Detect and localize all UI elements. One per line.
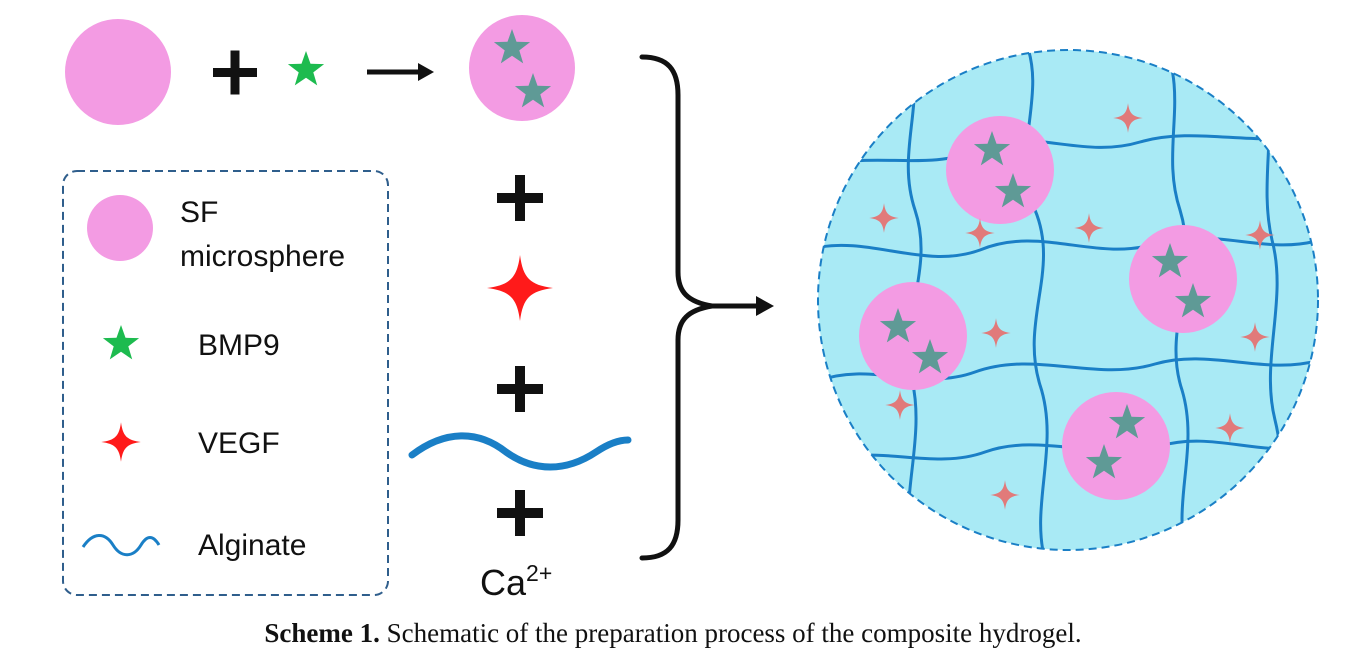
sf-microsphere-circle [65, 19, 171, 125]
reaction-arrow [367, 63, 434, 81]
legend-alginate-label: Alginate [198, 529, 306, 562]
curly-brace [639, 54, 713, 561]
gel-microsphere [1062, 392, 1170, 500]
gel-microsphere [946, 116, 1054, 224]
composite-hydrogel [817, 49, 1319, 551]
legend-vegf-label: VEGF [198, 427, 280, 460]
legend-bmp9-label: BMP9 [198, 329, 280, 362]
plus-sign [213, 50, 257, 95]
legend-sf-label-line1: SF [180, 196, 218, 229]
legend-alginate-wave-icon [81, 534, 161, 557]
bmp9-star-icon [287, 51, 325, 86]
gel-microsphere [1129, 225, 1237, 333]
gel-microsphere [859, 282, 967, 390]
plus-sign [497, 490, 543, 536]
vegf-star-icon [487, 255, 553, 321]
legend-box [62, 170, 389, 596]
scheme-diagram: SF microsphere BMP9 VEGF Alginate Ca2+ [62, 15, 1319, 603]
plus-sign [497, 366, 543, 412]
calcium-ion-label: Ca2+ [480, 560, 552, 603]
legend-vegf-icon [101, 422, 141, 462]
legend-bmp9-star-icon [102, 325, 140, 360]
loaded-microsphere [469, 15, 575, 121]
caption-text: Schematic of the preparation process of … [379, 618, 1082, 648]
legend-sf-label-line2: microsphere [180, 240, 345, 273]
result-arrow [712, 296, 774, 316]
plus-sign [497, 175, 543, 221]
legend-sf-microsphere-icon [87, 195, 153, 261]
figure-caption: Scheme 1. Schematic of the preparation p… [0, 618, 1346, 649]
alginate-wave-icon [408, 432, 632, 471]
hydrogel-boundary [817, 49, 1319, 551]
caption-label: Scheme 1. [264, 618, 380, 648]
